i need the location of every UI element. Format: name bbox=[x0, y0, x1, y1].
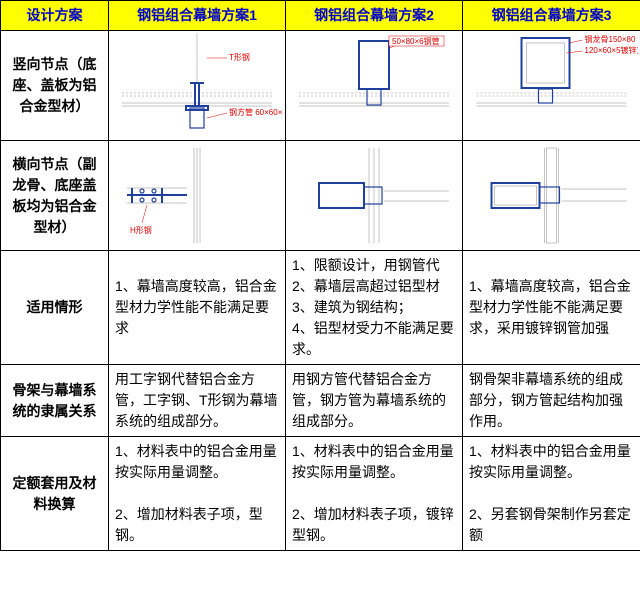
diagram-r2c3 bbox=[463, 141, 640, 251]
cell-r4c1: 用工字钢代替铝合金方管，工字钢、T形钢为幕墙系统的组成部分。 bbox=[109, 365, 286, 437]
row-horizontal-node: 横向节点（副龙骨、底座盖板均为铝合金型材） H形钢 bbox=[1, 141, 640, 251]
cell-r3c1: 1、幕墙高度较高，铝合金型材力学性能不能满足要求 bbox=[109, 251, 286, 365]
label-galv-tube: 120×60×5镀锌方管 bbox=[585, 45, 639, 55]
cell-r3c2: 1、限额设计，用钢管代 2、幕墙层高超过铝型材 3、建筑为钢结构； 4、铝型材受… bbox=[286, 251, 463, 365]
label-h-steel: H形钢 bbox=[130, 225, 152, 235]
row-label-quota: 定额套用及材料换算 bbox=[1, 437, 109, 551]
row-label-usecase: 适用情形 bbox=[1, 251, 109, 365]
comparison-table: 设计方案 钢铝组合幕墙方案1 钢铝组合幕墙方案2 钢铝组合幕墙方案3 竖向节点（… bbox=[0, 0, 640, 551]
cell-r3c3: 1、幕墙高度较高，铝合金型材力学性能不能满足要求，采用镀锌钢管加强 bbox=[463, 251, 640, 365]
label-steel-keel: 钢龙骨150×80 bbox=[585, 34, 636, 44]
row-label-vertical: 竖向节点（底座、盖板为铝合金型材） bbox=[1, 31, 109, 141]
header-design: 设计方案 bbox=[1, 1, 109, 31]
diagram-r1c3: 钢龙骨150×80 120×60×5镀锌方管 bbox=[463, 31, 640, 141]
header-scheme3: 钢铝组合幕墙方案3 bbox=[463, 1, 640, 31]
header-row: 设计方案 钢铝组合幕墙方案1 钢铝组合幕墙方案2 钢铝组合幕墙方案3 bbox=[1, 1, 640, 31]
cell-r5c3: 1、材料表中的铝合金用量按实际用量调整。 2、另套钢骨架制作另套定额 bbox=[463, 437, 640, 551]
row-label-relation: 骨架与幕墙系统的隶属关系 bbox=[1, 365, 109, 437]
diagram-r2c1: H形钢 bbox=[109, 141, 286, 251]
label-t-steel: T形钢 bbox=[229, 52, 250, 62]
cell-r5c1: 1、材料表中的铝合金用量按实际用量调整。 2、增加材料表子项，型钢。 bbox=[109, 437, 286, 551]
header-scheme2: 钢铝组合幕墙方案2 bbox=[286, 1, 463, 31]
row-frame-relation: 骨架与幕墙系统的隶属关系 用工字钢代替铝合金方管，工字钢、T形钢为幕墙系统的组成… bbox=[1, 365, 640, 437]
row-label-horizontal: 横向节点（副龙骨、底座盖板均为铝合金型材） bbox=[1, 141, 109, 251]
label-steel-tube: 钢方管 60×60×3 bbox=[229, 107, 283, 117]
diagram-r2c2 bbox=[286, 141, 463, 251]
row-vertical-node: 竖向节点（底座、盖板为铝合金型材） T形钢 钢方管 60×60× bbox=[1, 31, 640, 141]
diagram-r1c1: T形钢 钢方管 60×60×3 bbox=[109, 31, 286, 141]
cell-r5c2: 1、材料表中的铝合金用量按实际用量调整。 2、增加材料表子项，镀锌型钢。 bbox=[286, 437, 463, 551]
row-quota: 定额套用及材料换算 1、材料表中的铝合金用量按实际用量调整。 2、增加材料表子项… bbox=[1, 437, 640, 551]
cell-r4c2: 用钢方管代替铝合金方管，钢方管为幕墙系统的组成部分。 bbox=[286, 365, 463, 437]
label-steel-pipe: 50×80×6钢管 bbox=[392, 36, 440, 46]
row-use-case: 适用情形 1、幕墙高度较高，铝合金型材力学性能不能满足要求 1、限额设计，用钢管… bbox=[1, 251, 640, 365]
diagram-r1c2: 50×80×6钢管 bbox=[286, 31, 463, 141]
header-scheme1: 钢铝组合幕墙方案1 bbox=[109, 1, 286, 31]
cell-r4c3: 钢骨架非幕墙系统的组成部分，钢方管起结构加强作用。 bbox=[463, 365, 640, 437]
